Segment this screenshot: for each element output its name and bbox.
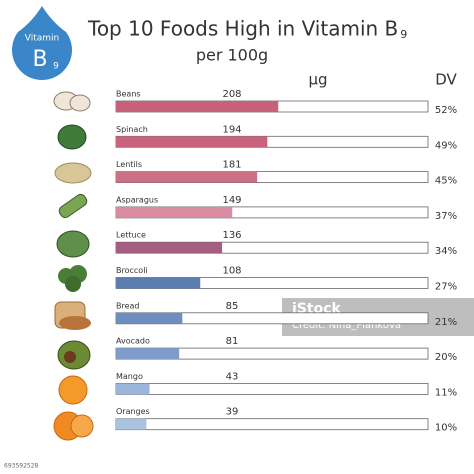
category-label: Oranges (116, 407, 150, 416)
category-label: Broccoli (116, 266, 148, 275)
bar (116, 277, 201, 289)
dv-label: 34% (435, 246, 457, 257)
value-label: 136 (222, 230, 241, 241)
dv-label: 37% (435, 211, 457, 222)
dv-label: 27% (435, 282, 457, 293)
value-label: 208 (222, 89, 241, 100)
value-label: 181 (222, 160, 241, 171)
badge-label: Vitamin (25, 34, 59, 44)
value-header: µg (308, 71, 327, 89)
category-label: Spinach (116, 125, 148, 134)
dv-label: 20% (435, 352, 457, 363)
dv-header: DV (435, 71, 457, 89)
category-label: Bread (116, 301, 140, 310)
chart-title: Top 10 Foods High in Vitamin B (87, 17, 398, 41)
value-label: 108 (222, 266, 241, 277)
category-label: Avocado (116, 337, 150, 346)
badge (12, 6, 73, 81)
value-label: 85 (226, 301, 239, 312)
dv-label: 49% (435, 140, 457, 151)
bar-track (115, 382, 429, 395)
category-label: Mango (116, 372, 143, 381)
chart-subtitle: per 100g (196, 46, 268, 65)
value-label: 81 (226, 336, 239, 347)
bar (116, 348, 180, 360)
bar (116, 242, 223, 254)
dv-label: 52% (435, 105, 457, 116)
category-label: Asparagus (116, 195, 158, 204)
watermark-credit: Credit: Nina_Piankova (292, 320, 401, 331)
value-label: 194 (222, 124, 241, 135)
image-id: 693592528 (4, 463, 39, 470)
category-label: Lentils (116, 160, 142, 169)
food-icons (53, 91, 94, 441)
bar (116, 383, 150, 395)
bar (116, 418, 147, 430)
value-label: 149 (222, 195, 241, 206)
dv-label: 45% (435, 176, 457, 187)
value-label: 43 (226, 371, 239, 382)
title-subscript: 9 (400, 28, 407, 41)
bar-track (115, 418, 429, 431)
bar (116, 101, 279, 112)
badge-letter: B (32, 47, 47, 72)
bar (116, 136, 268, 148)
category-label: Lettuce (116, 231, 146, 240)
badge-subscript: 9 (53, 62, 59, 72)
bar (116, 171, 258, 183)
bar (116, 312, 183, 324)
bar (116, 206, 233, 218)
value-label: 39 (226, 407, 239, 418)
dv-label: 21% (435, 317, 457, 328)
category-label: Beans (116, 90, 141, 99)
dv-label: 10% (435, 423, 457, 434)
dv-label: 11% (435, 387, 457, 398)
